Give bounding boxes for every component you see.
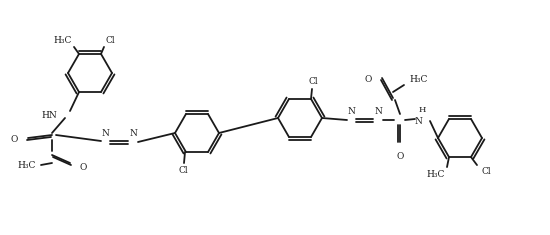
Text: H: H	[419, 106, 426, 114]
Text: N: N	[347, 107, 355, 116]
Text: H₃C: H₃C	[54, 36, 72, 45]
Text: Cl: Cl	[481, 167, 491, 176]
Text: O: O	[10, 136, 18, 145]
Text: Cl: Cl	[308, 77, 318, 86]
Text: N: N	[101, 129, 109, 138]
Text: H₃C: H₃C	[409, 75, 427, 84]
Text: N: N	[374, 107, 382, 116]
Text: O: O	[79, 164, 86, 172]
Text: O: O	[365, 74, 372, 83]
Text: N: N	[129, 129, 137, 138]
Text: H₃C: H₃C	[18, 161, 36, 171]
Text: Cl: Cl	[105, 36, 114, 45]
Text: HN: HN	[41, 110, 57, 120]
Text: N: N	[414, 117, 422, 125]
Text: O: O	[397, 152, 404, 161]
Text: H₃C: H₃C	[427, 170, 445, 179]
Text: Cl: Cl	[178, 166, 188, 175]
